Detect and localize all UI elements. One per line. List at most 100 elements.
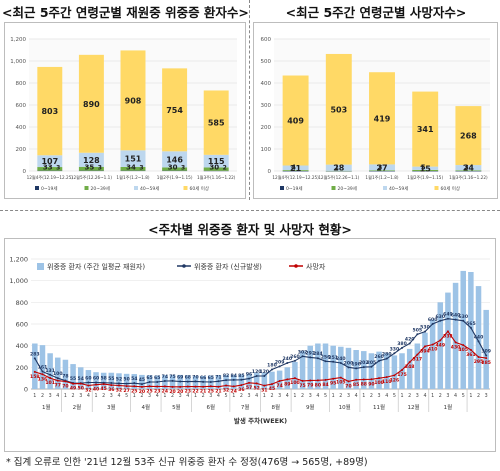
death-data-label: 532: [443, 333, 453, 339]
new-severe-data-label: 283: [30, 351, 40, 357]
right-legend-swatch: [331, 186, 336, 190]
right-bar-segment: [412, 166, 439, 170]
right-legend-swatch: [383, 186, 387, 190]
weekly-bar: [32, 343, 38, 389]
legend-deaths-label: 사망자: [306, 262, 326, 271]
right-bar-segment: [325, 164, 352, 171]
new-severe-point: [163, 379, 166, 382]
death-point: [485, 357, 488, 360]
death-data-label: 248: [405, 364, 415, 370]
new-severe-point: [232, 378, 235, 381]
death-point: [156, 385, 159, 388]
week-tick-label: 2: [171, 393, 174, 399]
new-severe-point: [56, 377, 59, 380]
left-legend-swatch: [134, 186, 138, 190]
right-data-label: 409: [287, 117, 304, 126]
left-x-tick-label: 1월3주(1.16~1.22): [197, 174, 236, 181]
new-severe-data-label: 280: [382, 352, 392, 358]
new-severe-point: [194, 380, 197, 383]
week-tick-label: 2: [270, 393, 273, 399]
death-point: [439, 339, 442, 342]
death-point: [117, 384, 120, 387]
week-tick-label: 4: [316, 393, 319, 399]
left-data-label: 803: [41, 107, 58, 116]
new-severe-data-label: 180: [267, 363, 277, 369]
right-data-label: 3: [464, 164, 469, 172]
week-tick-label: 4: [56, 393, 59, 399]
right-data-label: 268: [460, 132, 477, 141]
right-data-label: 341: [417, 125, 434, 134]
week-tick-label: 2: [477, 393, 480, 399]
new-severe-data-label: 50: [123, 377, 129, 383]
death-point: [301, 379, 304, 382]
death-point: [362, 378, 365, 381]
new-severe-data-label: 54: [78, 376, 84, 382]
left-legend-label: 40~59세: [140, 185, 159, 192]
death-data-label: 25: [131, 388, 137, 394]
right-bar-segment: [455, 170, 482, 171]
left-data-label: 115: [208, 157, 225, 166]
weekly-bar: [77, 367, 84, 389]
new-severe-point: [148, 380, 151, 383]
new-severe-point: [117, 382, 120, 385]
new-severe-data-label: 66: [200, 375, 206, 381]
weekly-y-tick-label: 400: [16, 342, 28, 350]
death-point: [401, 369, 404, 372]
week-tick-label: 3: [247, 393, 250, 399]
death-point: [378, 377, 381, 380]
death-data-label: 23: [185, 389, 191, 395]
new-severe-point: [309, 356, 312, 359]
new-severe-data-label: 45: [139, 377, 145, 383]
new-severe-point: [339, 362, 342, 364]
death-point: [469, 348, 472, 351]
weekly-bar: [468, 272, 474, 389]
right-y-tick-label: 0: [268, 169, 272, 175]
weekly-bar: [376, 351, 382, 389]
week-tick-label: 4: [286, 393, 289, 399]
new-severe-point: [462, 319, 465, 322]
death-point: [255, 382, 258, 385]
left-bar-segment: [120, 166, 146, 171]
new-severe-point: [286, 362, 289, 364]
weekly-bar: [284, 367, 291, 389]
right-bar-segment: [412, 91, 439, 167]
week-tick-label: 4: [87, 393, 90, 399]
new-severe-point: [133, 382, 136, 385]
death-point: [278, 379, 281, 382]
new-severe-point: [439, 319, 442, 322]
new-severe-point: [362, 366, 365, 369]
death-data-label: 361: [466, 352, 476, 358]
week-tick-label: 1: [194, 393, 197, 399]
footnote: * 집계 오류로 인한 '21년 12월 53주 신규 위중증 환자 수 정정(…: [6, 457, 368, 468]
death-data-label: 77: [55, 383, 61, 389]
left-data-label: 146: [166, 155, 183, 164]
death-point: [209, 385, 212, 388]
death-data-label: 45: [100, 386, 106, 392]
death-point: [286, 378, 289, 381]
week-tick-label: 2: [72, 393, 75, 399]
week-tick-label: 3: [416, 393, 419, 399]
death-point: [102, 383, 105, 386]
new-severe-point: [202, 380, 205, 383]
death-point: [423, 345, 426, 348]
right-x-tick-label: 12월5주(12.26~1.1): [318, 174, 359, 181]
left-x-tick-label: 1월1주(1.2~1.8): [116, 174, 149, 181]
death-point: [477, 356, 480, 359]
weekly-bar: [238, 374, 245, 389]
weekly-bar: [475, 286, 482, 389]
new-severe-point: [270, 368, 273, 371]
week-tick-label: 4: [186, 393, 189, 399]
new-severe-data-label: 260: [374, 354, 384, 360]
week-tick-label: 3: [49, 393, 52, 399]
new-severe-data-label: 55: [70, 376, 76, 382]
new-severe-data-label: 380: [397, 341, 407, 347]
left-bar-segment: [203, 90, 229, 155]
top-vertical-divider: [249, 0, 250, 200]
section-divider: [0, 210, 500, 211]
new-severe-data-label: 96: [246, 372, 252, 378]
death-point: [293, 377, 296, 380]
new-severe-data-label: 131: [45, 368, 55, 374]
new-severe-data-label: 120: [260, 369, 270, 375]
weekly-bar: [429, 319, 436, 389]
